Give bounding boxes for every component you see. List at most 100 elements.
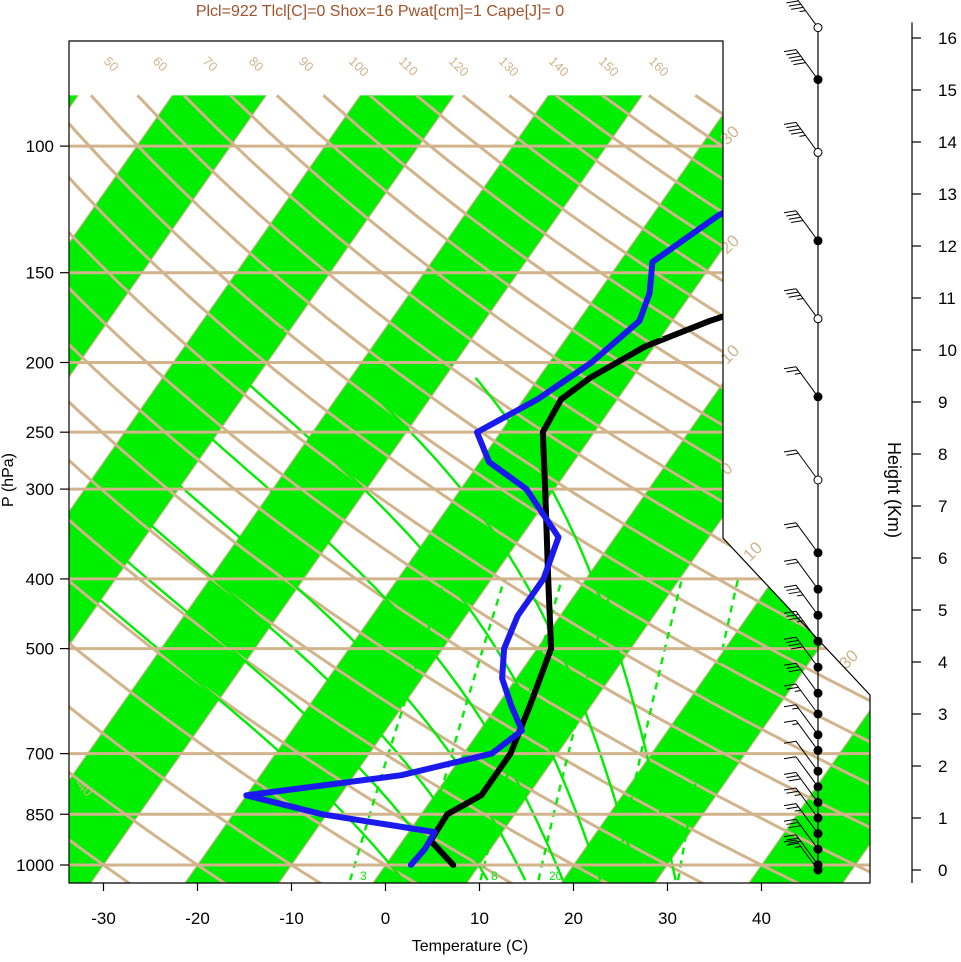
- pressure-tick-label: 200: [26, 354, 54, 373]
- height-tick-label: 14: [938, 133, 957, 152]
- wind-barb-feather: [786, 526, 798, 528]
- wind-barb-shaft: [796, 211, 818, 241]
- wind-level-marker: [814, 731, 822, 739]
- height-tick-label: 4: [938, 653, 947, 672]
- height-tick-label: 12: [938, 237, 957, 256]
- wind-barb-feather: [789, 217, 801, 219]
- pressure-tick-label: 1000: [16, 856, 54, 875]
- wind-barb-feather: [795, 690, 801, 691]
- wind-barb-feather: [797, 299, 803, 300]
- wind-barb-feather: [784, 523, 796, 525]
- wind-barb-feather: [784, 720, 796, 722]
- wind-level-marker: [814, 798, 822, 806]
- pressure-tick-label: 850: [26, 805, 54, 824]
- wind-barb-feather: [800, 135, 806, 136]
- temperature-tick-label: 30: [658, 909, 677, 928]
- height-tick-label: 16: [938, 29, 957, 48]
- dry-adiabat-label: 160: [646, 54, 672, 80]
- wind-barb-feather: [786, 588, 798, 590]
- wind-barb-feather: [784, 804, 796, 806]
- temperature-tick-label: -30: [91, 909, 116, 928]
- wind-barb-feather: [786, 453, 798, 455]
- temperature-tick-label: 10: [470, 909, 489, 928]
- wind-barb-feather: [786, 776, 798, 778]
- moist-adiabat-label: 32: [648, 325, 664, 341]
- wind-level-marker: [814, 814, 822, 822]
- chart-title: Plcl=922 Tlcl[C]=0 Shox=16 Pwat[cm]=1 Ca…: [196, 3, 564, 20]
- height-tick-label: 7: [938, 497, 947, 516]
- wind-barb-feather: [784, 450, 796, 452]
- wind-barb-feather: [789, 56, 801, 58]
- y-axis-label: P (hPa): [0, 453, 17, 507]
- wind-barb-feather: [784, 772, 796, 774]
- moist-adiabat-label: 24: [437, 325, 453, 341]
- height-tick-label: 6: [938, 549, 947, 568]
- wind-barb-feather: [786, 807, 798, 809]
- wind-level-marker: [814, 24, 822, 32]
- wind-barb-shaft: [796, 50, 818, 80]
- wind-level-marker: [814, 393, 822, 401]
- height-tick-label: 10: [938, 341, 957, 360]
- isotherm-label-right: 10: [739, 538, 766, 565]
- wind-barb-shaft: [796, 559, 818, 589]
- x-axis-label: Temperature (C): [412, 938, 528, 955]
- wind-level-marker: [814, 689, 822, 697]
- dry-adiabat-label: 130: [496, 54, 522, 80]
- moist-adiabat-label: 16: [270, 325, 286, 341]
- height-tick-label: 1: [938, 809, 947, 828]
- wind-barb-feather: [792, 724, 798, 725]
- wind-barb-feather: [784, 705, 796, 707]
- temperature-tick-label: 0: [381, 909, 390, 928]
- wind-level-marker: [814, 585, 822, 593]
- wind-level-marker: [814, 663, 822, 671]
- wind-barb-shaft: [796, 289, 818, 319]
- wind-level-marker: [814, 237, 822, 245]
- wind-level-marker: [814, 710, 822, 718]
- wind-barb-feather: [789, 129, 801, 131]
- height-tick-label: 3: [938, 705, 947, 724]
- wind-barb-feather: [786, 53, 798, 55]
- dry-adiabat-label: 140: [546, 54, 572, 80]
- wind-barb-feather: [784, 50, 796, 52]
- wind-barb-feather: [789, 592, 801, 594]
- wind-barb-feather: [791, 59, 803, 61]
- temperature-tick-label: -20: [185, 909, 210, 928]
- moist-adiabat-label: 8: [196, 325, 204, 341]
- height-axis-label: Height (Km): [884, 442, 904, 538]
- height-tick-label: 9: [938, 393, 947, 412]
- wind-barb-feather: [797, 595, 803, 596]
- pressure-tick-label: 250: [26, 423, 54, 442]
- wind-barb-feather: [786, 1, 798, 3]
- wind-barb-feather: [789, 295, 801, 297]
- height-tick-label: 0: [938, 861, 947, 880]
- height-tick-label: 5: [938, 601, 947, 620]
- temperature-tick-label: 20: [564, 909, 583, 928]
- dry-adiabat-label: 50: [101, 54, 122, 75]
- pressure-tick-label: 400: [26, 570, 54, 589]
- wind-barb-feather: [786, 370, 798, 372]
- wind-barb-feather: [784, 367, 796, 369]
- mixing-ratio-label: 3: [360, 869, 367, 883]
- isotherm-label-right: 30: [835, 646, 862, 673]
- wind-barb-feather: [784, 585, 796, 587]
- dry-adiabat-label: 70: [200, 54, 221, 75]
- dry-adiabat-label: 120: [446, 54, 472, 80]
- wind-level-marker: [814, 866, 822, 874]
- wind-barb-feather: [784, 559, 796, 561]
- wind-level-marker: [814, 315, 822, 323]
- wind-barb-feather: [791, 221, 803, 223]
- temperature-tick-label: 40: [752, 909, 771, 928]
- height-tick-label: 13: [938, 185, 957, 204]
- dry-adiabat-label: 150: [596, 54, 622, 80]
- wind-level-marker: [814, 476, 822, 484]
- pressure-tick-label: 500: [26, 640, 54, 659]
- wind-barb-feather: [784, 289, 796, 291]
- pressure-tick-label: 100: [26, 137, 54, 156]
- pressure-tick-label: 150: [26, 264, 54, 283]
- wind-barb-shaft: [796, 367, 818, 397]
- wind-level-marker: [814, 830, 822, 838]
- height-tick-label: 8: [938, 445, 947, 464]
- wind-barb-feather: [792, 708, 798, 709]
